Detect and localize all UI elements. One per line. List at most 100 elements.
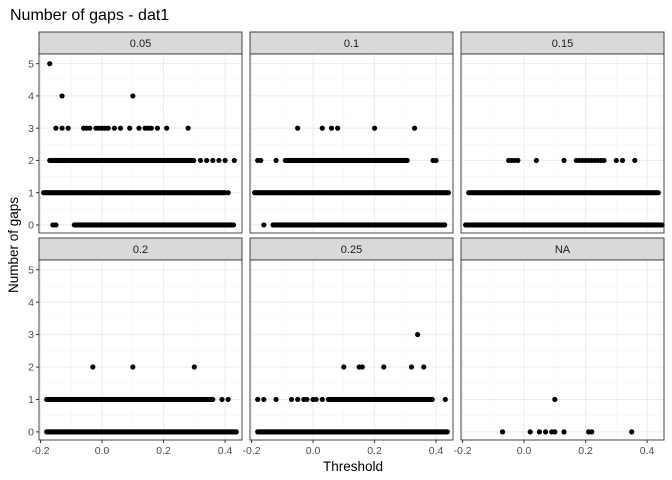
data-point [130, 364, 136, 370]
panel-background [461, 54, 664, 233]
data-point [533, 157, 539, 164]
data-point [222, 157, 228, 164]
x-tick-label: 0.2 [156, 445, 171, 457]
facet-panel-0-1: 0.1 [249, 31, 454, 234]
y-tick-label: 5 [28, 58, 34, 70]
data-point [261, 396, 267, 403]
data-point [404, 157, 410, 164]
data-point [185, 125, 191, 131]
y-tick-label: 1 [28, 187, 34, 199]
x-tick-label: 0.2 [578, 445, 593, 457]
data-point [87, 125, 93, 131]
data-point [659, 222, 665, 228]
data-point [53, 157, 59, 164]
data-point [273, 396, 279, 403]
panel-border [249, 53, 454, 234]
data-point [295, 125, 301, 131]
data-point [90, 364, 96, 370]
data-point [408, 364, 415, 370]
chart-title: Number of gaps - dat1 [10, 7, 169, 24]
facet-panel-0-15: 0.15 [460, 31, 665, 234]
data-point [154, 125, 161, 131]
y-tick-label: 0 [28, 220, 34, 232]
data-point [371, 125, 378, 131]
x-tick-label: -0.2 [242, 445, 260, 457]
panel-background [461, 260, 664, 440]
data-point [164, 125, 170, 131]
data-point [191, 157, 197, 164]
data-point [445, 190, 451, 196]
data-point [148, 125, 154, 131]
panel-border [38, 259, 243, 441]
y-tick-label: 4 [28, 297, 34, 309]
data-point [542, 429, 549, 435]
y-tick-label: 2 [28, 362, 34, 374]
y-tick-label: 4 [28, 91, 34, 103]
data-point [561, 157, 567, 164]
data-point [601, 157, 607, 164]
panel-background [250, 260, 453, 440]
data-point [117, 125, 124, 131]
data-point [442, 396, 448, 403]
data-point [288, 396, 295, 403]
x-tick-label: 0.0 [306, 445, 321, 457]
x-tick-label: 0.0 [517, 445, 532, 457]
data-point [319, 396, 325, 403]
data-point [527, 429, 533, 435]
x-tick-label: 0.4 [640, 445, 655, 457]
data-point [225, 396, 231, 403]
data-point [655, 190, 661, 196]
facet-strip-label: NA [555, 244, 571, 256]
data-point [552, 396, 558, 403]
facet-strip-label: 0.1 [344, 38, 359, 50]
data-point [429, 396, 435, 403]
data-point [47, 61, 53, 67]
data-point [515, 157, 521, 164]
data-point [561, 429, 567, 435]
data-point [233, 429, 239, 435]
data-point [130, 93, 136, 99]
data-point [381, 364, 387, 370]
data-point [359, 364, 365, 370]
data-point [231, 157, 237, 164]
data-point [210, 157, 216, 164]
data-point [191, 364, 197, 370]
data-point [53, 222, 59, 228]
y-axis-title: Number of gaps [6, 197, 21, 293]
data-point [319, 125, 325, 131]
data-point [444, 429, 450, 435]
data-point [204, 157, 210, 164]
data-point [197, 157, 204, 164]
data-point [261, 222, 267, 228]
facet-panel-0-25: 0.25 -0.2 0.0 0.2 0.4 [242, 237, 454, 457]
y-tick-label: 3 [28, 123, 34, 135]
data-point [111, 125, 117, 131]
data-point [499, 429, 506, 435]
data-point [589, 429, 595, 435]
panel-background [39, 260, 242, 440]
panel-border [38, 53, 243, 234]
x-tick-label: -0.2 [31, 445, 49, 457]
data-point [295, 396, 301, 403]
data-point [53, 125, 59, 131]
x-tick-label: 0.2 [367, 445, 382, 457]
data-point [210, 396, 216, 403]
panel-background [39, 54, 242, 233]
x-axis-title: Threshold [323, 459, 383, 474]
facet-strip-label: 0.05 [130, 38, 151, 50]
panel-border [460, 53, 665, 234]
data-point [632, 157, 638, 164]
panel-background [250, 54, 453, 233]
data-point [230, 222, 237, 228]
data-point [65, 125, 71, 131]
data-point [613, 157, 619, 164]
data-point [421, 364, 427, 370]
data-point [62, 157, 68, 164]
x-tick-label: 0.0 [95, 445, 110, 457]
data-point [258, 157, 264, 164]
y-tick-label: 2 [28, 155, 34, 167]
data-point [415, 331, 421, 338]
data-point [335, 125, 341, 131]
facet-strip-label: 0.15 [552, 38, 573, 50]
